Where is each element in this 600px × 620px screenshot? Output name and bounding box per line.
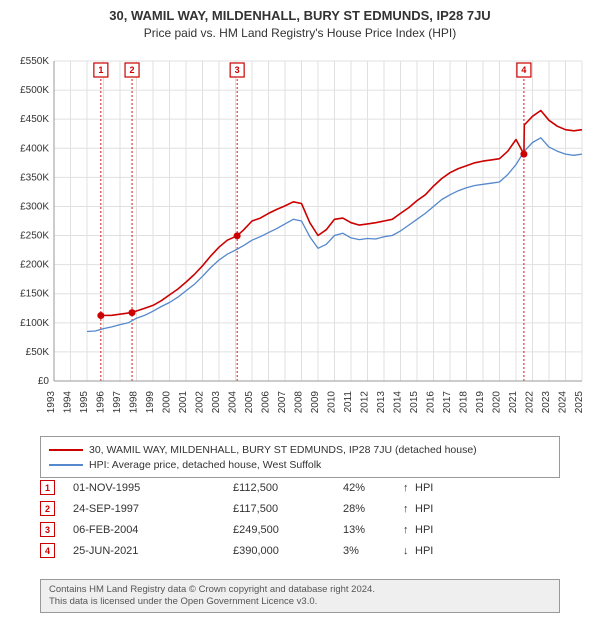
- svg-text:£100K: £100K: [20, 318, 49, 329]
- svg-text:£250K: £250K: [20, 231, 49, 242]
- row-date: 24-SEP-1997: [73, 503, 233, 515]
- row-arrow-icon: ↑: [403, 503, 415, 515]
- svg-text:1996: 1996: [96, 391, 107, 414]
- svg-text:1993: 1993: [46, 391, 57, 414]
- svg-text:2004: 2004: [228, 391, 239, 414]
- row-price: £117,500: [233, 503, 343, 515]
- svg-text:£50K: £50K: [26, 347, 50, 358]
- row-marker: 2: [40, 501, 55, 516]
- svg-text:2: 2: [130, 65, 135, 75]
- legend-swatch: [49, 449, 83, 451]
- row-pct: 42%: [343, 482, 403, 494]
- row-date: 25-JUN-2021: [73, 545, 233, 557]
- credit-line-2: This data is licensed under the Open Gov…: [49, 596, 551, 608]
- svg-text:2002: 2002: [195, 391, 206, 414]
- row-arrow-icon: ↓: [403, 545, 415, 557]
- svg-text:£400K: £400K: [20, 143, 49, 154]
- svg-text:2023: 2023: [541, 391, 552, 414]
- svg-text:2021: 2021: [508, 391, 519, 414]
- line-chart-svg: £0 £50K £100K £150K £200K £250K £300K £350K £400…: [10, 56, 590, 431]
- legend-label: 30, WAMIL WAY, MILDENHALL, BURY ST EDMUN…: [89, 444, 477, 456]
- svg-text:2012: 2012: [360, 391, 371, 414]
- svg-text:2005: 2005: [244, 391, 255, 414]
- svg-text:1995: 1995: [79, 391, 90, 414]
- svg-text:1997: 1997: [112, 391, 123, 414]
- credit-line-1: Contains HM Land Registry data © Crown c…: [49, 584, 551, 596]
- svg-text:3: 3: [235, 65, 240, 75]
- row-hpi-label: HPI: [415, 524, 433, 536]
- svg-text:2008: 2008: [294, 391, 305, 414]
- row-date: 01-NOV-1995: [73, 482, 233, 494]
- svg-text:2019: 2019: [475, 391, 486, 414]
- svg-text:2016: 2016: [426, 391, 437, 414]
- svg-text:2018: 2018: [459, 391, 470, 414]
- legend-swatch: [49, 464, 83, 466]
- svg-text:2003: 2003: [211, 391, 222, 414]
- chart-title: 30, WAMIL WAY, MILDENHALL, BURY ST EDMUN…: [0, 8, 600, 23]
- svg-text:£350K: £350K: [20, 172, 49, 183]
- svg-text:£450K: £450K: [20, 114, 49, 125]
- svg-text:£0: £0: [38, 376, 50, 387]
- svg-text:2011: 2011: [343, 391, 354, 413]
- svg-text:2022: 2022: [525, 391, 536, 414]
- credits: Contains HM Land Registry data © Crown c…: [40, 579, 560, 613]
- row-price: £249,500: [233, 524, 343, 536]
- row-pct: 13%: [343, 524, 403, 536]
- legend-row: 30, WAMIL WAY, MILDENHALL, BURY ST EDMUN…: [49, 442, 551, 457]
- svg-text:1: 1: [98, 65, 103, 75]
- chart-subtitle: Price paid vs. HM Land Registry's House …: [0, 26, 600, 40]
- table-row: 1 01-NOV-1995£112,50042%↑HPI: [40, 480, 560, 495]
- svg-text:2017: 2017: [442, 391, 453, 414]
- svg-text:£300K: £300K: [20, 201, 49, 212]
- row-date: 06-FEB-2004: [73, 524, 233, 536]
- row-hpi-label: HPI: [415, 482, 433, 494]
- svg-text:2025: 2025: [574, 391, 585, 414]
- svg-text:£150K: £150K: [20, 289, 49, 300]
- svg-text:2006: 2006: [261, 391, 272, 414]
- row-price: £390,000: [233, 545, 343, 557]
- svg-text:1999: 1999: [145, 391, 156, 414]
- svg-text:2020: 2020: [492, 391, 503, 414]
- svg-text:£200K: £200K: [20, 260, 49, 271]
- row-pct: 28%: [343, 503, 403, 515]
- table-row: 4 25-JUN-2021£390,0003%↓HPI: [40, 543, 560, 558]
- svg-text:2010: 2010: [327, 391, 338, 414]
- sales-table: 101-NOV-1995£112,50042%↑HPI224-SEP-1997£…: [40, 480, 560, 564]
- svg-text:4: 4: [521, 65, 526, 75]
- svg-text:2009: 2009: [310, 391, 321, 414]
- svg-text:2001: 2001: [178, 391, 189, 414]
- svg-text:2000: 2000: [162, 391, 173, 414]
- svg-text:2024: 2024: [558, 391, 569, 414]
- row-hpi-label: HPI: [415, 503, 433, 515]
- row-marker: 4: [40, 543, 55, 558]
- row-marker: 1: [40, 480, 55, 495]
- table-row: 2 24-SEP-1997£117,50028%↑HPI: [40, 501, 560, 516]
- row-arrow-icon: ↑: [403, 482, 415, 494]
- svg-text:2007: 2007: [277, 391, 288, 414]
- svg-text:2015: 2015: [409, 391, 420, 414]
- svg-text:£500K: £500K: [20, 85, 49, 96]
- row-price: £112,500: [233, 482, 343, 494]
- row-pct: 3%: [343, 545, 403, 557]
- svg-text:£550K: £550K: [20, 56, 49, 67]
- legend-row: HPI: Average price, detached house, West…: [49, 457, 551, 472]
- row-marker: 3: [40, 522, 55, 537]
- legend-label: HPI: Average price, detached house, West…: [89, 459, 321, 471]
- table-row: 3 06-FEB-2004£249,50013%↑HPI: [40, 522, 560, 537]
- row-arrow-icon: ↑: [403, 524, 415, 536]
- chart-container: £0 £50K £100K £150K £200K £250K £300K £350K £400…: [10, 56, 590, 431]
- legend: 30, WAMIL WAY, MILDENHALL, BURY ST EDMUN…: [40, 436, 560, 478]
- svg-text:2014: 2014: [393, 391, 404, 414]
- row-hpi-label: HPI: [415, 545, 433, 557]
- svg-text:2013: 2013: [376, 391, 387, 414]
- svg-text:1998: 1998: [129, 391, 140, 414]
- svg-text:1994: 1994: [63, 391, 74, 414]
